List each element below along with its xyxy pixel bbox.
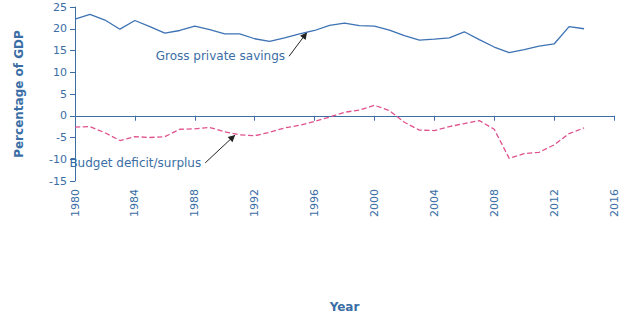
svg-text:25: 25: [53, 1, 67, 14]
svg-text:Gross private savings: Gross private savings: [156, 49, 285, 63]
svg-text:10: 10: [53, 66, 67, 79]
svg-text:2012: 2012: [548, 189, 561, 217]
svg-text:1980: 1980: [69, 189, 82, 217]
svg-text:2008: 2008: [488, 189, 501, 217]
svg-text:2016: 2016: [608, 189, 621, 217]
svg-text:1984: 1984: [128, 189, 141, 217]
svg-text:-15: -15: [49, 175, 67, 188]
svg-text:-10: -10: [49, 153, 67, 166]
svg-text:15: 15: [53, 44, 67, 57]
svg-text:2004: 2004: [428, 189, 441, 217]
svg-text:-5: -5: [56, 131, 67, 144]
svg-text:20: 20: [53, 22, 67, 35]
svg-text:5: 5: [60, 88, 67, 101]
svg-text:1988: 1988: [188, 189, 201, 217]
svg-text:Percentage of GDP: Percentage of GDP: [12, 30, 26, 158]
svg-text:Budget deficit/surplus: Budget deficit/surplus: [69, 156, 201, 170]
svg-text:2000: 2000: [368, 189, 381, 217]
svg-text:1996: 1996: [308, 189, 321, 217]
svg-text:1992: 1992: [248, 189, 261, 217]
svg-text:0: 0: [60, 109, 67, 122]
svg-text:Year: Year: [329, 300, 360, 314]
